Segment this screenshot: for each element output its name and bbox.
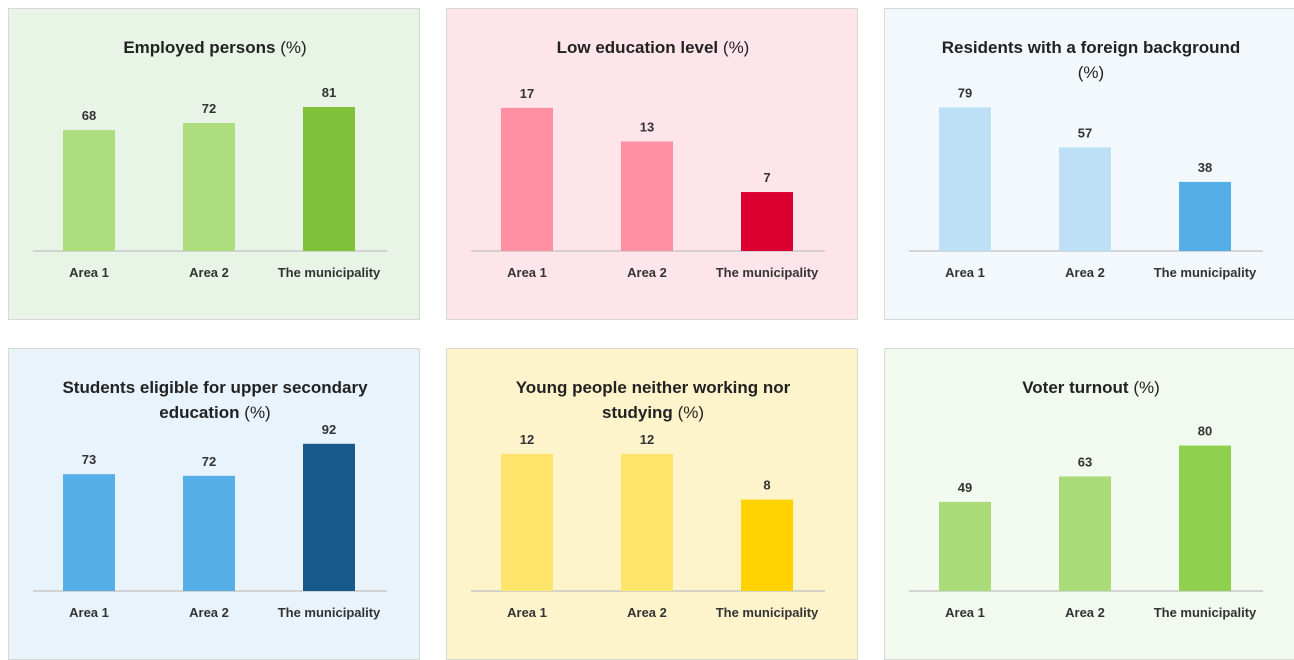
data-label: 73 xyxy=(82,452,96,467)
title-unit: (%) xyxy=(244,403,271,422)
data-label: 8 xyxy=(763,478,770,493)
bar xyxy=(1179,181,1231,251)
chart-panel: Voter turnout (%) 49 Area 1 63 Area 2 80 The m… xyxy=(884,348,1294,660)
data-label: 7 xyxy=(763,170,770,185)
data-label: 17 xyxy=(520,86,534,101)
bar xyxy=(1179,445,1231,591)
x-tick-label: Area 2 xyxy=(627,265,667,280)
chart: 17 Area 1 13 Area 2 7 The municipality xyxy=(471,86,825,280)
bar xyxy=(621,453,673,591)
x-tick-label: The municipality xyxy=(278,265,381,280)
x-tick-label: Area 1 xyxy=(945,265,985,280)
data-label: 63 xyxy=(1078,454,1092,469)
title-unit: (%) xyxy=(677,403,705,422)
bar xyxy=(939,501,991,591)
data-label: 72 xyxy=(202,101,216,116)
x-tick-label: Area 1 xyxy=(507,605,547,620)
chart-panel: Low education level (%) 17 Area 1 13 Area 2 7… xyxy=(446,8,858,320)
title-text: Low education level xyxy=(556,38,719,57)
x-tick-label: The municipality xyxy=(716,605,819,620)
data-label: 81 xyxy=(322,85,336,100)
data-label: 72 xyxy=(202,454,216,469)
title-text: Students eligible for upper secondary ed… xyxy=(62,378,368,422)
x-tick-label: Area 2 xyxy=(189,265,229,280)
data-label: 13 xyxy=(640,120,654,135)
x-tick-label: Area 2 xyxy=(189,605,229,620)
chart: 49 Area 1 63 Area 2 80 The municipality xyxy=(909,424,1263,620)
data-label: 57 xyxy=(1078,125,1092,140)
x-tick-label: The municipality xyxy=(278,605,381,620)
chart-title: Young people neither working nor studyin… xyxy=(493,375,813,425)
bar xyxy=(63,130,115,251)
x-tick-label: Area 1 xyxy=(507,265,547,280)
data-label: 92 xyxy=(322,422,336,437)
chart-title: Voter turnout (%) xyxy=(931,375,1251,400)
bar xyxy=(1059,147,1111,251)
x-tick-label: Area 2 xyxy=(1065,265,1105,280)
chart: 68 Area 1 72 Area 2 81 The municipality xyxy=(33,85,387,280)
chart-title: Residents with a foreign background (%) xyxy=(931,35,1251,85)
chart-title: Students eligible for upper secondary ed… xyxy=(55,375,375,425)
bar xyxy=(741,192,793,251)
x-tick-label: The municipality xyxy=(1154,605,1257,620)
bar xyxy=(1059,476,1111,591)
bar xyxy=(183,475,235,591)
chart-panel: Employed persons (%) 68 Area 1 72 Area 2 81 Th… xyxy=(8,8,420,320)
data-label: 12 xyxy=(640,432,654,447)
bar xyxy=(303,107,355,251)
title-text: Young people neither working nor studyin… xyxy=(515,378,791,422)
x-tick-label: The municipality xyxy=(1154,265,1257,280)
title-text: Employed persons xyxy=(123,38,276,57)
chart-panel: Residents with a foreign background (%) 7… xyxy=(884,8,1294,320)
data-label: 68 xyxy=(82,108,96,123)
bar xyxy=(621,141,673,251)
bar xyxy=(63,474,115,591)
data-label: 79 xyxy=(958,85,972,100)
data-label: 12 xyxy=(520,432,534,447)
chart-panel: Students eligible for upper secondary ed… xyxy=(8,348,420,660)
bar xyxy=(501,453,553,591)
chart-title: Low education level (%) xyxy=(493,35,813,60)
title-unit: (%) xyxy=(1077,63,1105,82)
bar xyxy=(501,107,553,251)
title-unit: (%) xyxy=(722,38,750,57)
x-tick-label: Area 1 xyxy=(69,265,109,280)
data-label: 80 xyxy=(1198,424,1212,439)
title-text: Voter turnout xyxy=(1022,378,1129,397)
chart: 12 Area 1 12 Area 2 8 The municipality xyxy=(471,432,825,620)
title-unit: (%) xyxy=(1133,378,1160,397)
bar xyxy=(939,107,991,251)
bar xyxy=(183,123,235,251)
x-tick-label: Area 1 xyxy=(945,605,985,620)
chart: 79 Area 1 57 Area 2 38 The municipality xyxy=(909,85,1263,280)
chart: 73 Area 1 72 Area 2 92 The municipality xyxy=(33,422,387,620)
data-label: 49 xyxy=(958,480,972,495)
x-tick-label: Area 2 xyxy=(627,605,667,620)
title-unit: (%) xyxy=(280,38,307,57)
x-tick-label: The municipality xyxy=(716,265,819,280)
bar xyxy=(741,499,793,591)
x-tick-label: Area 2 xyxy=(1065,605,1105,620)
bar xyxy=(303,443,355,591)
chart-title: Employed persons (%) xyxy=(55,35,375,60)
data-label: 38 xyxy=(1198,160,1212,175)
chart-panel: Young people neither working nor studyin… xyxy=(446,348,858,660)
title-text: Residents with a foreign background xyxy=(941,38,1241,57)
x-tick-label: Area 1 xyxy=(69,605,109,620)
